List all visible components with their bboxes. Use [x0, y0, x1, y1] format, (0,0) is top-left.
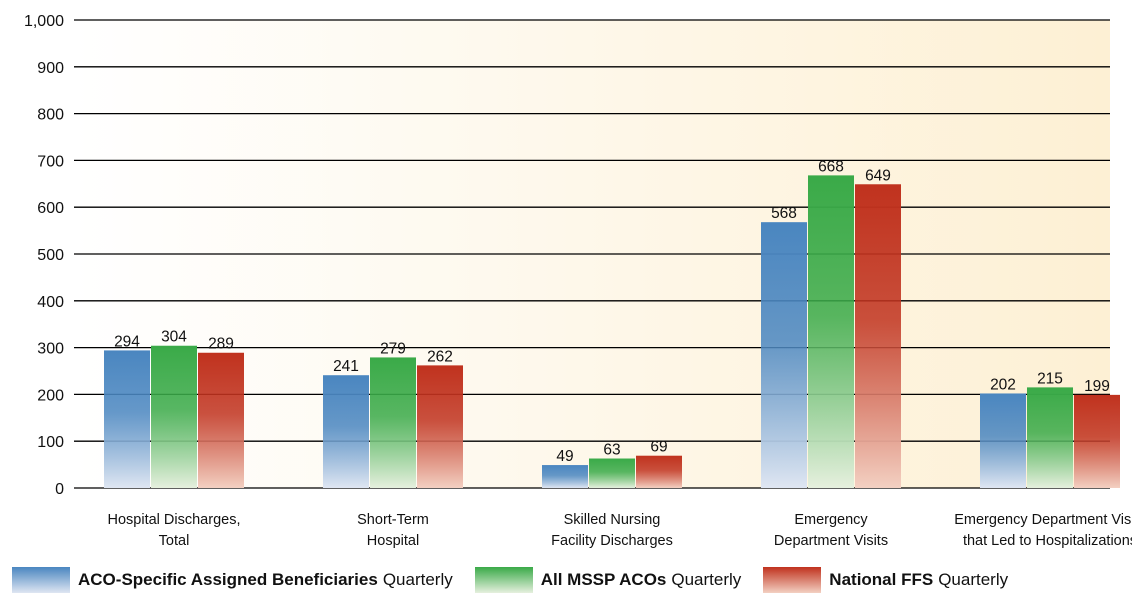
- legend-item: All MSSP ACOs Quarterly: [474, 567, 742, 593]
- bar: [542, 465, 588, 488]
- bar: [636, 455, 682, 488]
- legend-series-name: All MSSP ACOs: [540, 570, 667, 589]
- data-label: 568: [771, 205, 797, 222]
- legend-series-suffix: Quarterly: [671, 570, 742, 589]
- bar: [761, 222, 807, 488]
- bar: [417, 365, 463, 488]
- data-label: 49: [556, 448, 573, 465]
- bar: [1074, 394, 1120, 488]
- category-label: that Led to Hospitalizations: [963, 533, 1132, 549]
- category-label: Emergency: [794, 512, 868, 528]
- category-label: Hospital: [367, 533, 419, 549]
- data-label: 63: [603, 442, 620, 459]
- data-label: 199: [1084, 378, 1110, 395]
- bar: [855, 184, 901, 488]
- y-tick-label: 200: [37, 387, 64, 404]
- category-label: Short-Term: [357, 512, 429, 528]
- bar: [151, 345, 197, 488]
- chart-legend: ACO-Specific Assigned Beneficiaries Quart…: [12, 565, 1030, 595]
- y-tick-label: 400: [37, 294, 64, 311]
- bar: [1027, 387, 1073, 488]
- category-label: Skilled Nursing: [564, 512, 661, 528]
- bar: [370, 357, 416, 488]
- y-tick-label: 500: [37, 247, 64, 264]
- data-label: 202: [990, 376, 1016, 393]
- bar: [104, 350, 150, 488]
- data-label: 289: [208, 336, 234, 353]
- legend-swatch: [763, 567, 822, 593]
- category-label: Total: [159, 533, 190, 549]
- bar: [808, 175, 854, 488]
- bar: [980, 393, 1026, 488]
- data-label: 215: [1037, 370, 1063, 387]
- data-label: 649: [865, 167, 891, 184]
- y-tick-label: 0: [55, 481, 64, 498]
- category-label: Facility Discharges: [551, 533, 673, 549]
- bar: [198, 352, 244, 488]
- category-label: Emergency Department Visits: [954, 512, 1132, 528]
- data-label: 294: [114, 333, 140, 350]
- y-tick-label: 100: [37, 434, 64, 451]
- y-tick-label: 800: [37, 107, 64, 124]
- legend-series-suffix: Quarterly: [938, 570, 1009, 589]
- legend-item: ACO-Specific Assigned Beneficiaries Quart…: [12, 567, 453, 593]
- bar: [589, 458, 635, 488]
- data-label: 279: [380, 340, 406, 357]
- category-label: Hospital Discharges,: [108, 512, 241, 528]
- legend-swatch: [474, 567, 533, 593]
- legend-series-name: ACO-Specific Assigned Beneficiaries: [78, 570, 378, 589]
- legend-swatch: [12, 567, 70, 593]
- y-tick-label: 600: [37, 200, 64, 217]
- data-label: 262: [427, 348, 453, 365]
- legend-series-name: National FFS: [829, 570, 934, 589]
- data-label: 304: [161, 329, 187, 346]
- y-tick-label: 300: [37, 341, 64, 358]
- y-tick-label: 1,000: [24, 13, 64, 30]
- legend-item: National FFS Quarterly: [763, 567, 1008, 593]
- data-label: 69: [650, 439, 667, 456]
- bar-chart-svg: 0 100 200 300 400 500 600 700 800 900 1,000 294 304 2…: [24, 13, 1132, 549]
- y-tick-label: 900: [37, 60, 64, 77]
- y-tick-label: 700: [37, 153, 64, 170]
- legend-series-suffix: Quarterly: [382, 570, 453, 589]
- bar: [323, 375, 369, 488]
- category-label: Department Visits: [774, 533, 888, 549]
- data-label: 668: [818, 158, 844, 175]
- data-label: 241: [333, 358, 359, 375]
